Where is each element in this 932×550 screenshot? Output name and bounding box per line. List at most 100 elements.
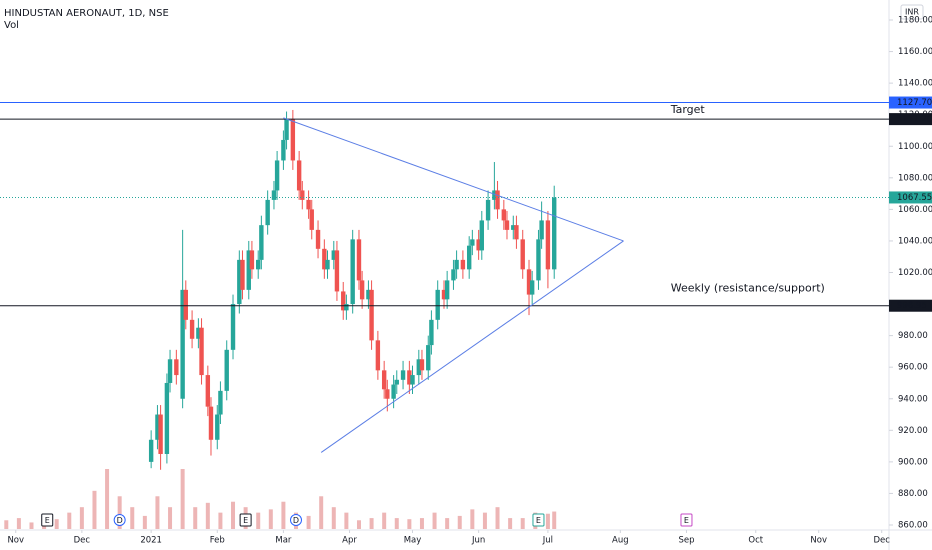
- price-level-label: 1067.55: [897, 193, 932, 203]
- candle-body: [256, 259, 261, 270]
- price-level-label: 998.95: [897, 301, 927, 311]
- volume-bar: [4, 520, 9, 529]
- candle-body: [470, 239, 475, 246]
- event-icon: [41, 513, 54, 527]
- volume-bar: [369, 518, 374, 529]
- event-label: D: [293, 516, 299, 525]
- price-level-label: 1117.20: [897, 115, 932, 125]
- volume-bar: [67, 512, 72, 529]
- candle-body: [158, 414, 163, 454]
- candle-body: [501, 209, 507, 221]
- x-tick-label: Jul: [542, 536, 553, 546]
- candle-body: [511, 225, 516, 230]
- candle-body: [164, 382, 170, 454]
- y-tick-label: 920.00: [898, 426, 928, 436]
- candle-body: [344, 304, 349, 311]
- x-tick-label: Nov: [7, 536, 24, 546]
- candle-body: [322, 248, 327, 270]
- candle-body: [435, 289, 440, 320]
- candle-body: [466, 245, 472, 270]
- volume-bar: [79, 507, 84, 529]
- candle-body: [331, 250, 336, 260]
- candle-body: [416, 359, 422, 376]
- event-label: E: [45, 516, 50, 525]
- volume-bar: [482, 512, 487, 529]
- x-tick-label: Nov: [810, 536, 827, 546]
- candle-body: [391, 384, 396, 399]
- candle-body: [552, 197, 557, 270]
- candle-body: [441, 289, 447, 300]
- candle-body: [514, 225, 519, 240]
- candle-body: [479, 220, 484, 251]
- candle-body: [199, 327, 204, 376]
- x-tick-label: 2021: [140, 536, 162, 546]
- candle-body: [536, 239, 541, 281]
- event-icon: [113, 514, 126, 526]
- volume-bar: [344, 512, 349, 529]
- volume-bar: [419, 518, 424, 529]
- candle-body: [215, 414, 220, 440]
- currency-box[interactable]: [900, 4, 924, 20]
- volume-bar: [281, 501, 286, 529]
- event-icon: [680, 513, 693, 527]
- candle-body: [274, 160, 280, 191]
- x-tick-label: Dec: [74, 536, 91, 546]
- candle-body: [315, 229, 321, 249]
- volume-bar: [92, 490, 97, 529]
- candle-body: [407, 370, 412, 385]
- currency: INR: [905, 8, 919, 17]
- candle-body: [281, 139, 286, 161]
- x-tick-label: Jun: [471, 536, 485, 546]
- candle-body: [167, 359, 173, 383]
- y-tick-label: 860.00: [898, 521, 928, 531]
- volume-bar: [470, 509, 475, 529]
- volume-bar: [205, 502, 210, 529]
- candle-body: [400, 370, 406, 380]
- y-tick-label: 960.00: [898, 363, 928, 373]
- candle-body: [306, 199, 311, 210]
- volume-bar: [432, 512, 437, 529]
- volume-bar: [394, 518, 399, 529]
- candle-body: [208, 406, 214, 440]
- candle-body: [174, 359, 179, 376]
- volume-bar: [508, 518, 513, 529]
- x-tick-label: Oct: [748, 536, 763, 546]
- volume-bar: [495, 507, 500, 529]
- y-tick-label: 1060.00: [898, 205, 932, 215]
- volume-bar: [457, 515, 462, 529]
- x-tick-label: Feb: [210, 536, 225, 546]
- candle-body: [148, 439, 154, 462]
- candle-body: [180, 289, 185, 399]
- volume-bar: [268, 509, 273, 529]
- event-icon: [532, 513, 545, 527]
- volume-bar: [29, 522, 34, 529]
- candle-body: [356, 239, 362, 281]
- candle-body: [394, 379, 399, 385]
- candle-body: [385, 389, 390, 399]
- event-icon: [290, 514, 302, 526]
- candle-body: [155, 414, 160, 440]
- annotation: Weekly (resistance/support): [671, 281, 825, 294]
- y-tick-label: 980.00: [898, 331, 928, 341]
- candle-body: [300, 190, 305, 200]
- candle-body: [369, 289, 374, 341]
- volume-bar: [552, 511, 557, 529]
- volume-bar: [231, 501, 236, 529]
- candle-body: [375, 340, 381, 371]
- candle-body: [290, 119, 296, 161]
- y-tick-label: 880.00: [898, 489, 928, 499]
- x-tick-label: Sep: [678, 536, 694, 546]
- y-tick-label: 1040.00: [898, 236, 932, 246]
- candle-body: [426, 345, 431, 371]
- x-tick-label: May: [404, 536, 422, 546]
- price-level-tag: [889, 113, 932, 126]
- candle-body: [526, 269, 532, 295]
- volume-label: Vol: [4, 20, 19, 31]
- volume-bar: [105, 469, 110, 529]
- price-level-label: 1127.70: [897, 98, 932, 108]
- y-tick-label: 940.00: [898, 394, 928, 404]
- candle-body: [284, 119, 289, 140]
- candle-body: [495, 190, 500, 210]
- candle-body: [309, 209, 314, 230]
- candle-body: [539, 220, 544, 240]
